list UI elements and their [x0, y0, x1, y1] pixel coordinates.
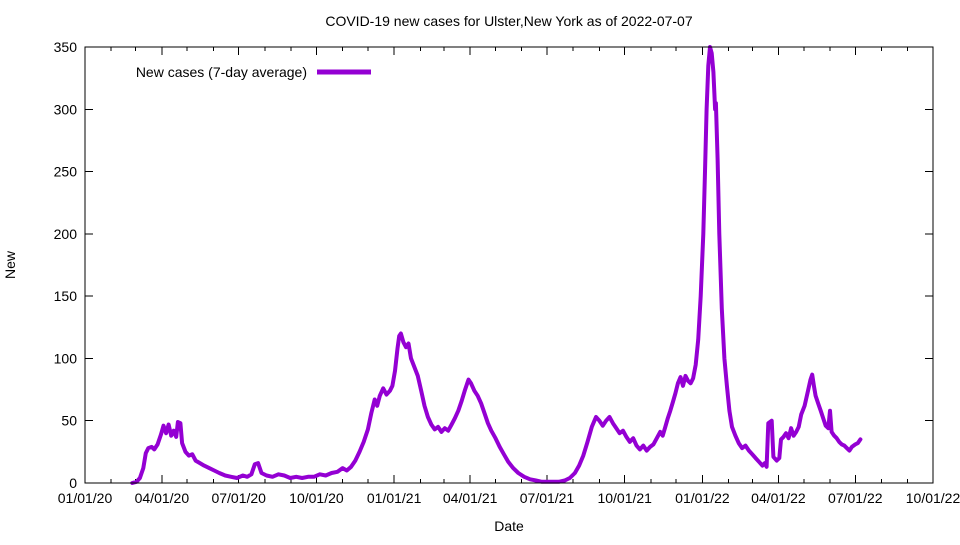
y-tick-label: 350	[54, 39, 78, 55]
y-axis-label: New	[2, 250, 18, 279]
series-group	[130, 45, 863, 485]
x-tick-label: 10/01/22	[906, 490, 960, 506]
series-line	[130, 45, 863, 485]
x-tick-label: 07/01/20	[211, 490, 266, 506]
y-tick-label: 200	[54, 226, 78, 242]
x-tick-label: 07/01/21	[520, 490, 575, 506]
x-axis-label: Date	[494, 518, 524, 534]
plot-border	[84, 46, 934, 484]
y-tick-label: 0	[69, 475, 77, 491]
x-tick-label: 01/01/20	[58, 490, 113, 506]
x-tick-label: 01/01/22	[675, 490, 730, 506]
x-tick-label: 01/01/21	[367, 490, 422, 506]
x-tick-label: 04/01/21	[443, 490, 498, 506]
x-tick-label: 04/01/20	[135, 490, 190, 506]
chart-title: COVID-19 new cases for Ulster,New York a…	[325, 13, 693, 29]
x-tick-label: 10/01/21	[597, 490, 652, 506]
legend: New cases (7-day average)	[136, 64, 371, 80]
y-tick-label: 100	[54, 350, 78, 366]
y-tick-label: 150	[54, 288, 78, 304]
x-tick-label: 07/01/22	[828, 490, 883, 506]
y-tick-label: 250	[54, 164, 78, 180]
x-tick-label: 10/01/20	[289, 490, 344, 506]
y-tick-label: 300	[54, 101, 78, 117]
legend-label: New cases (7-day average)	[136, 64, 307, 80]
x-tick-label: 04/01/22	[751, 490, 806, 506]
y-tick-label: 50	[61, 413, 77, 429]
axes: 01/01/20 04/01/20 07/01/20 10/01/20 01/01/21…	[54, 39, 960, 506]
